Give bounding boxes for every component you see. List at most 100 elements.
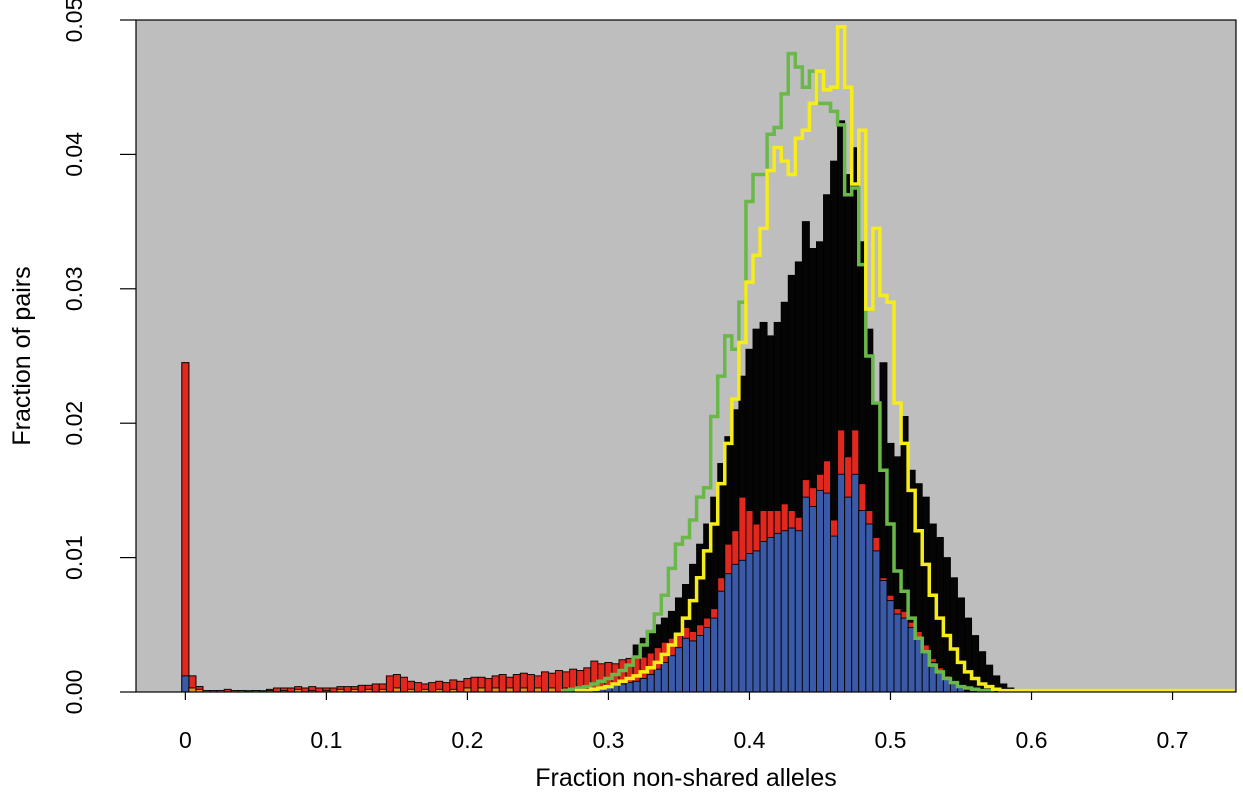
blue-bar [808, 506, 817, 693]
bars-layer [181, 120, 1015, 693]
red-bar [385, 675, 394, 693]
red-bar [484, 678, 493, 693]
blue-bar [766, 536, 775, 693]
blue-bar [851, 473, 860, 693]
blue-bar [696, 635, 705, 693]
blue-bar [816, 489, 824, 693]
red-bar [512, 674, 521, 693]
red-bar [428, 682, 437, 693]
blue-bar [801, 496, 810, 693]
blue-bar [865, 523, 874, 693]
y-tick-label: 0.04 [61, 132, 87, 177]
x-axis-title: Fraction non-shared alleles [535, 764, 837, 792]
x-tick-label: 0.5 [874, 727, 906, 753]
y-tick-label: 0.00 [61, 670, 87, 715]
x-tick-label: 0.2 [451, 727, 483, 753]
x-tick-label: 0.1 [310, 727, 342, 753]
blue-bar [872, 550, 881, 693]
blue-bar [773, 532, 782, 693]
blue-bar [181, 675, 190, 693]
orange-bar [505, 687, 514, 693]
y-tick-label: 0.01 [61, 535, 87, 580]
y-axis-title: Fraction of pairs [8, 266, 36, 445]
red-bar [357, 684, 366, 693]
orange-bar [491, 687, 500, 693]
red-bar [371, 683, 380, 693]
blue-bar [780, 530, 789, 693]
yellow-outline [574, 24, 1235, 693]
blue-bar [717, 590, 726, 693]
red-bar [181, 362, 190, 693]
blue-bar [632, 680, 641, 693]
red-bar [343, 686, 352, 693]
red-bar [329, 687, 338, 693]
orange-bar [463, 687, 472, 693]
green-outline [560, 51, 995, 693]
red-bar [414, 682, 423, 693]
black-bar [964, 617, 973, 693]
blue-bar [893, 613, 902, 693]
blue-bar [667, 655, 676, 693]
red-bar [287, 687, 296, 693]
red-bar [273, 687, 282, 693]
red-bar [301, 687, 310, 693]
blue-bar [625, 682, 634, 693]
orange-bar [519, 687, 528, 693]
y-tick-label: 0.02 [61, 401, 87, 446]
blue-bar [745, 553, 754, 693]
blue-bar [837, 473, 846, 693]
blue-bar [682, 637, 690, 693]
red-bar [315, 687, 324, 693]
blue-bar [879, 580, 888, 693]
y-tick-label: 0.05 [61, 0, 87, 42]
blue-bar [844, 496, 853, 693]
blue-bar [759, 541, 768, 693]
blue-bar [886, 600, 895, 693]
blue-bar [724, 573, 733, 693]
x-tick-label: 0.7 [1157, 727, 1189, 753]
red-bar [442, 682, 451, 693]
x-tick-label: 0.4 [733, 727, 765, 753]
blue-bars [181, 473, 965, 693]
plot-frame [135, 19, 1237, 693]
blue-bar [858, 510, 867, 693]
blue-bar [653, 668, 662, 693]
blue-bar [646, 674, 655, 693]
red-bar [456, 680, 465, 693]
orange-bar [477, 687, 486, 693]
red-bar [555, 670, 564, 693]
blue-bar [738, 559, 747, 693]
blue-bar [900, 617, 909, 693]
x-axis: 0 0.1 0.2 0.3 0.4 0.5 0.6 0.7 [179, 692, 1189, 753]
outlines-layer [560, 24, 1235, 693]
blue-bar [689, 640, 698, 693]
blue-bar [752, 550, 761, 693]
orange-bar [533, 687, 542, 693]
black-bar [957, 597, 965, 693]
red-bar [498, 674, 507, 693]
blue-bar [660, 661, 669, 693]
blue-bar [639, 678, 648, 693]
orange-bar [392, 687, 401, 693]
blue-bar [731, 563, 740, 693]
red-bar [541, 671, 549, 693]
x-tick-label: 0.3 [592, 727, 624, 753]
x-tick-label: 0 [179, 727, 192, 753]
orange-bar [188, 687, 197, 693]
y-tick-label: 0.03 [61, 266, 87, 311]
y-axis: 0.00 0.01 0.02 0.03 0.04 0.05 [61, 0, 136, 714]
blue-bar [674, 647, 683, 693]
x-tick-label: 0.6 [1016, 727, 1048, 753]
blue-bar [830, 535, 839, 693]
orange-bar [548, 687, 557, 693]
blue-bar [823, 492, 832, 693]
blue-bar [703, 627, 712, 693]
blue-bar [794, 530, 803, 693]
red-bar [470, 676, 479, 693]
blue-bar [710, 617, 719, 693]
blue-bar [787, 527, 796, 693]
red-bar [399, 676, 408, 693]
plot-background [136, 20, 1236, 692]
red-bar [526, 674, 535, 693]
